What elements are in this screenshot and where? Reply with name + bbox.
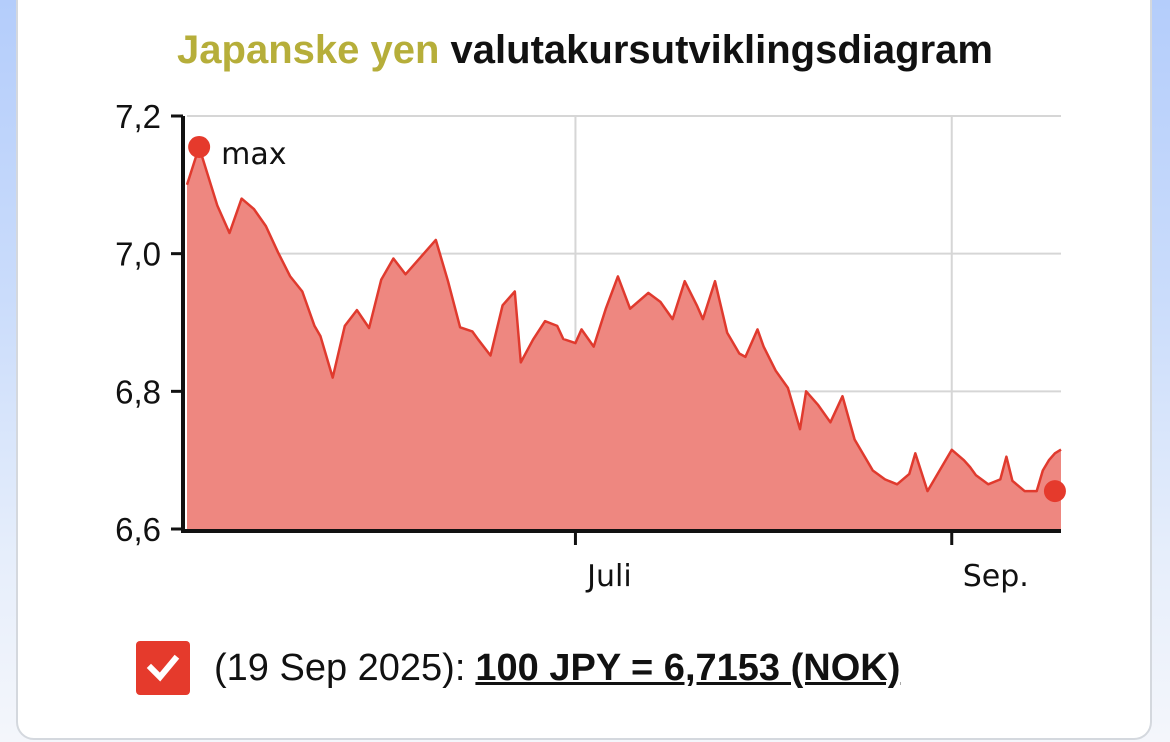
max-label: max xyxy=(221,137,286,172)
title-rest: valutakursutviklingsdiagram xyxy=(450,28,993,72)
x-tick-label: Sep. xyxy=(963,559,1029,594)
max-marker xyxy=(188,135,211,158)
chart-title: Japanske yen valutakursutviklingsdiagram xyxy=(0,28,1170,73)
rate-value-link[interactable]: 100 JPY = 6,7153 (NOK) xyxy=(475,646,901,689)
rate-date: (19 Sep 2025): xyxy=(214,646,466,689)
axes xyxy=(171,114,1061,545)
checkmark-icon xyxy=(146,654,180,682)
y-tick-label: 7,2 xyxy=(115,98,161,135)
y-tick-label: 7,0 xyxy=(115,236,161,273)
rate-summary: (19 Sep 2025): 100 JPY = 6,7153 (NOK) xyxy=(136,640,900,696)
rate-area xyxy=(185,145,1062,529)
y-tick-label: 6,6 xyxy=(115,511,161,548)
y-tick-label: 6,8 xyxy=(115,373,161,410)
title-currency: Japanske yen xyxy=(177,28,440,72)
markers: max xyxy=(188,135,1066,503)
latest-marker xyxy=(1043,480,1066,503)
x-tick-label: Juli xyxy=(585,559,632,594)
show-rate-checkbox[interactable] xyxy=(136,641,190,695)
series-line xyxy=(185,145,1062,493)
series-area xyxy=(187,147,1061,529)
tick-labels: 6,6 6,8 7,0 7,2 Juli Sep. xyxy=(115,98,1029,594)
